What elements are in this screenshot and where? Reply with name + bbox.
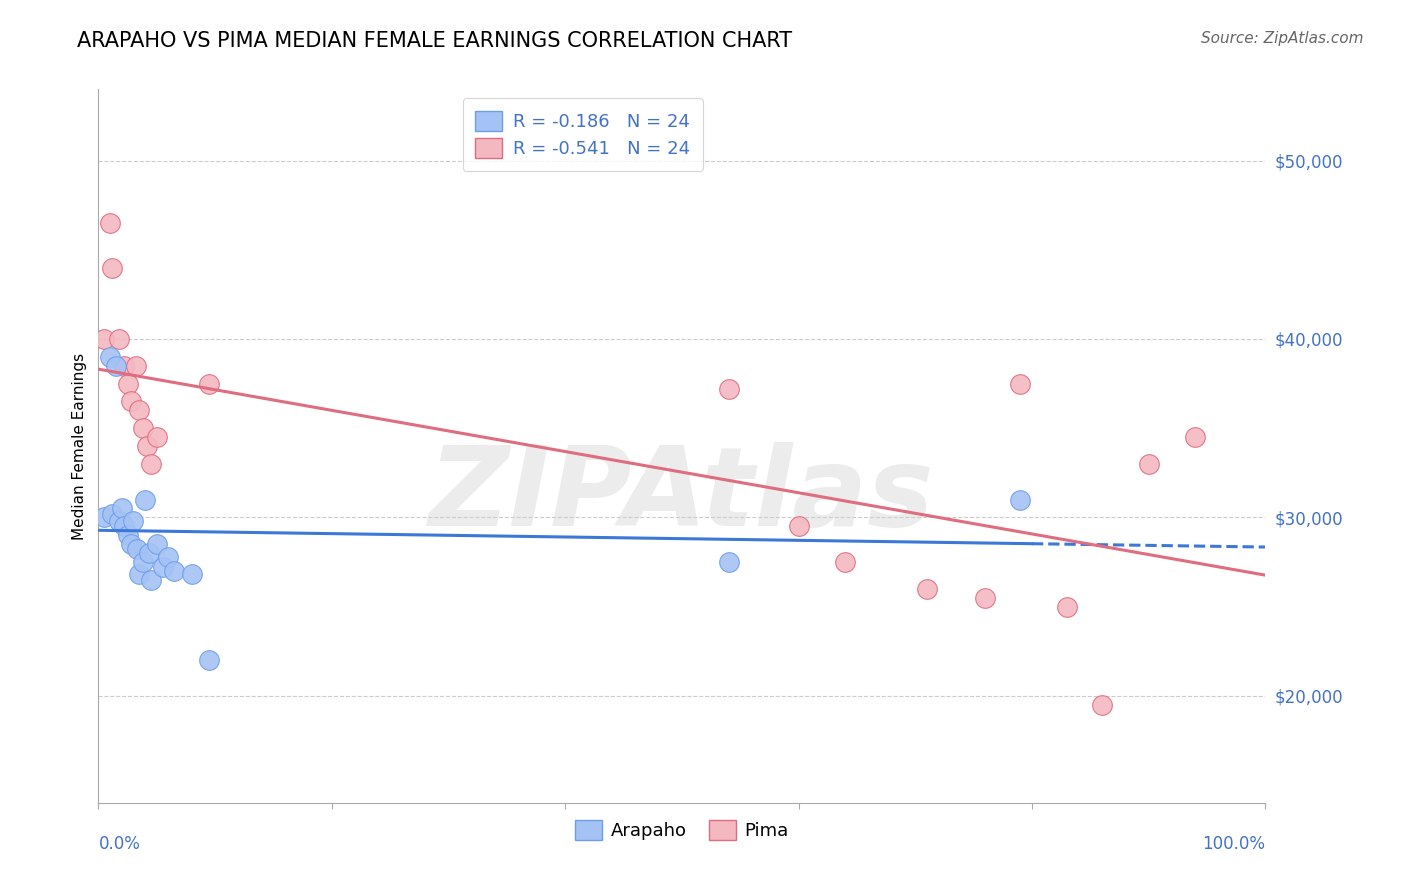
Point [101,507,124,521]
Point [139,573,162,587]
Point [139,457,162,471]
Legend: Arapaho, Pima: Arapaho, Pima [568,813,796,847]
Point [1010,376,1032,391]
Point [125,359,148,373]
Point [112,359,135,373]
Text: ARAPAHO VS PIMA MEDIAN FEMALE EARNINGS CORRELATION CHART: ARAPAHO VS PIMA MEDIAN FEMALE EARNINGS C… [77,31,793,51]
Point [108,514,131,528]
Point [138,546,160,560]
Point [157,549,180,564]
Point [117,528,139,542]
Point [834,555,856,569]
Point [974,591,997,605]
Point [134,492,156,507]
Point [128,567,150,582]
Point [717,382,740,396]
Text: 0.0%: 0.0% [98,835,141,853]
Point [163,564,186,578]
Point [1184,430,1206,444]
Point [915,582,938,596]
Point [120,394,142,409]
Point [128,403,150,417]
Point [717,555,740,569]
Point [146,537,169,551]
Point [112,519,135,533]
Point [198,653,221,667]
Y-axis label: Median Female Earnings: Median Female Earnings [72,352,87,540]
Text: ZIPAtlas: ZIPAtlas [429,442,935,549]
Point [136,439,159,453]
Point [198,376,221,391]
Point [101,260,124,275]
Point [98,350,121,364]
Point [117,376,139,391]
Point [132,555,155,569]
Point [132,421,155,435]
Point [1010,492,1032,507]
Point [93,332,115,346]
Point [120,537,142,551]
Point [146,430,169,444]
Point [1056,599,1078,614]
Point [122,514,145,528]
Point [111,501,134,516]
Point [1137,457,1160,471]
Point [104,359,127,373]
Text: Source: ZipAtlas.com: Source: ZipAtlas.com [1201,31,1364,46]
Text: 100.0%: 100.0% [1202,835,1265,853]
Point [125,542,148,557]
Point [108,332,131,346]
Point [93,510,115,524]
Point [180,567,202,582]
Point [787,519,810,533]
Point [1091,698,1114,712]
Point [98,216,121,230]
Point [152,560,174,574]
